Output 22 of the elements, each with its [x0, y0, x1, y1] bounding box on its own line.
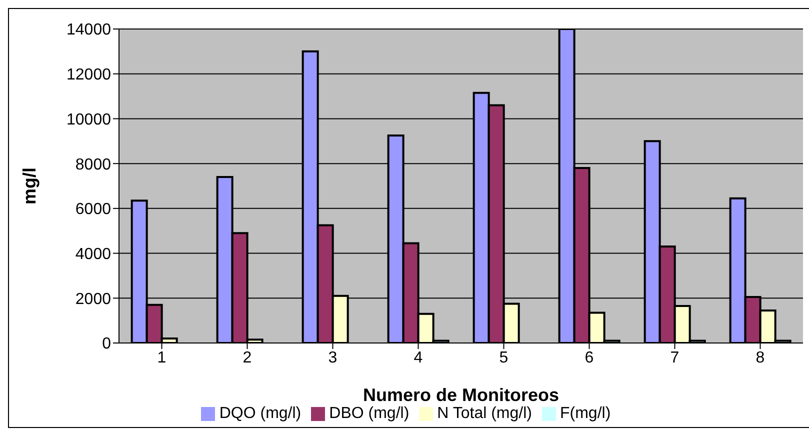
y-tick-label: 10000: [66, 111, 112, 128]
y-tick-label: 14000: [66, 22, 112, 39]
legend-label: DQO (mg/l): [219, 405, 302, 422]
x-axis-title: Numero de Monitoreos: [362, 385, 560, 405]
x-tick-label: 3: [328, 349, 338, 366]
x-tick-label: 5: [499, 349, 508, 366]
legend-label: DBO (mg/l): [329, 405, 410, 422]
y-tick-label: 4000: [75, 246, 112, 263]
x-tick-label: 7: [670, 349, 680, 366]
y-tick-label: 8000: [75, 156, 112, 174]
x-tick-label: 8: [756, 349, 765, 366]
y-tick-label: 0: [102, 336, 112, 353]
y-tick-label: 6000: [75, 201, 112, 218]
legend-label: F(mg/l): [560, 405, 611, 422]
x-tick-label: 6: [584, 349, 594, 366]
y-tick-label: 12000: [66, 66, 112, 84]
x-tick-label: 4: [414, 349, 423, 366]
legend-label: N Total (mg/l): [437, 405, 532, 422]
y-axis-title: mg/l: [19, 167, 40, 205]
x-tick-label: 2: [242, 349, 252, 366]
x-tick-label: 1: [157, 349, 166, 366]
y-tick-label: 2000: [75, 290, 112, 308]
